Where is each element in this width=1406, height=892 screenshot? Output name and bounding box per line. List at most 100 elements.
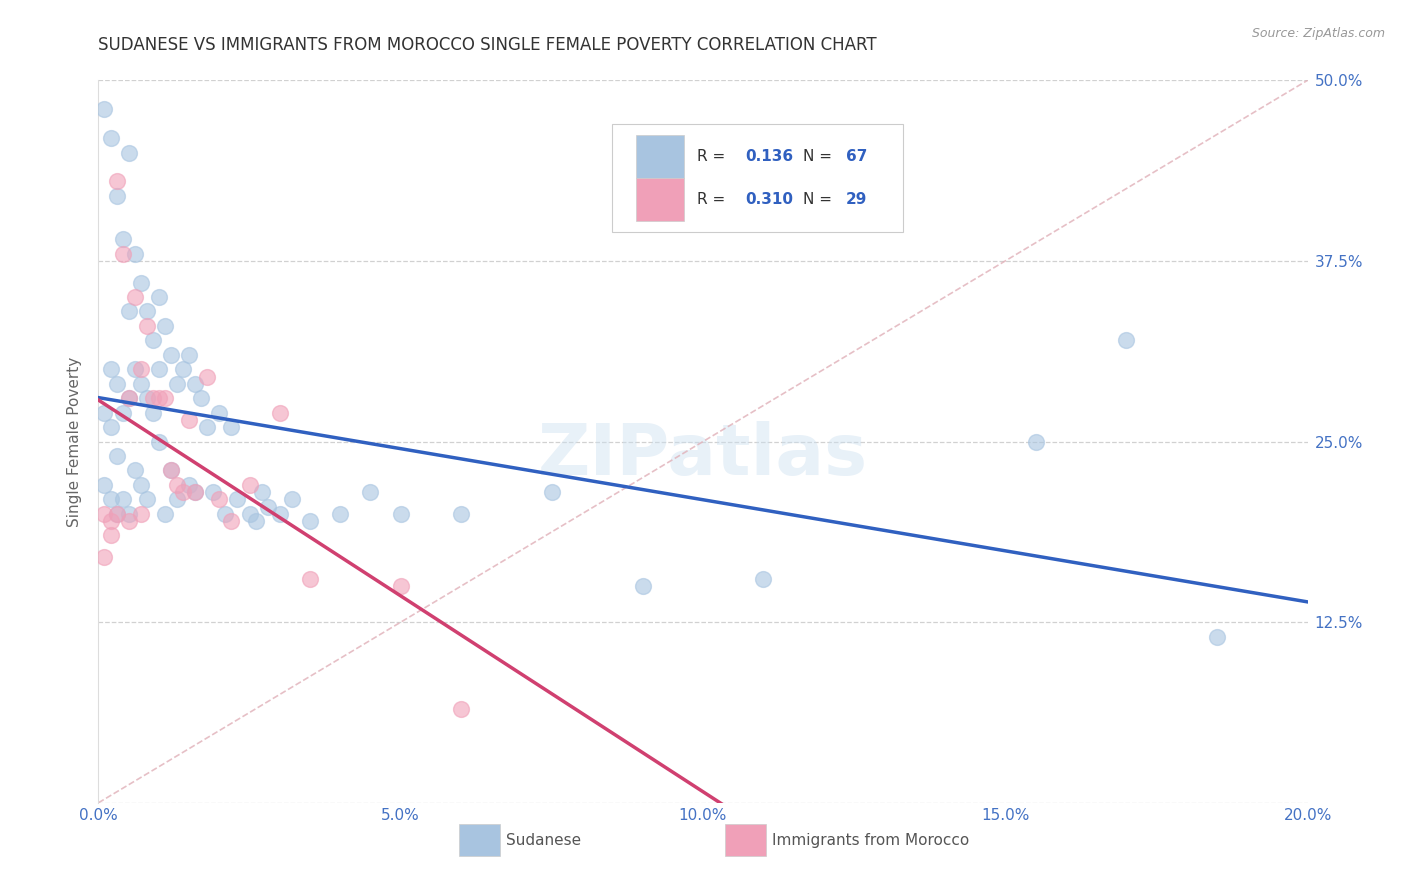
Point [752,572,775,586]
Point [239,507,262,521]
FancyBboxPatch shape [724,824,766,856]
Point [245,514,267,528]
Text: Source: ZipAtlas.com: Source: ZipAtlas.com [1251,27,1385,40]
Point [129,376,152,391]
Point [105,507,128,521]
Point [179,478,201,492]
Point [208,492,231,507]
Point [172,485,194,500]
Point [118,145,141,160]
Point [129,276,152,290]
Point [129,362,152,376]
Point [100,362,122,376]
Point [160,348,183,362]
FancyBboxPatch shape [458,824,501,856]
Point [153,507,176,521]
Point [166,478,188,492]
Point [153,318,176,333]
Point [202,485,225,500]
Point [105,376,128,391]
Point [105,449,128,463]
Point [118,391,141,405]
Point [124,246,146,260]
Point [148,362,170,376]
Point [142,391,165,405]
Point [184,376,207,391]
Point [100,131,122,145]
Point [142,334,165,348]
FancyBboxPatch shape [613,124,903,232]
Point [100,528,122,542]
Point [129,507,152,521]
Point [148,391,170,405]
Point [239,478,262,492]
Point [111,246,134,260]
Point [135,391,157,405]
Point [208,406,231,420]
Text: ZIPatlas: ZIPatlas [538,422,868,491]
Point [160,463,183,477]
Point [195,369,218,384]
Point [221,420,243,434]
Point [118,391,141,405]
Point [281,492,304,507]
Point [111,406,134,420]
Point [100,420,122,434]
Text: R =: R = [697,149,730,164]
Point [329,507,352,521]
Text: R =: R = [697,192,730,207]
Point [93,478,115,492]
Point [118,304,141,318]
Point [93,507,115,521]
Text: 67: 67 [845,149,868,164]
Point [299,572,322,586]
Point [450,507,472,521]
Point [195,420,218,434]
Point [214,507,236,521]
Point [389,579,412,593]
Point [166,492,188,507]
Point [124,463,146,477]
Point [111,232,134,246]
Point [118,507,141,521]
Point [269,507,291,521]
Text: Sudanese: Sudanese [506,833,581,848]
Point [389,507,412,521]
Point [93,102,115,116]
Point [190,391,212,405]
Point [226,492,249,507]
Point [1024,434,1046,449]
Point [111,492,134,507]
Point [105,507,128,521]
Point [124,362,146,376]
Point [631,579,654,593]
Point [179,413,201,427]
Point [269,406,291,420]
Text: 0.310: 0.310 [745,192,793,207]
Point [93,406,115,420]
Text: N =: N = [803,149,837,164]
Point [184,485,207,500]
Point [160,463,183,477]
Point [221,514,243,528]
Point [184,485,207,500]
Point [250,485,273,500]
Point [148,434,170,449]
Text: 29: 29 [845,192,868,207]
Point [135,304,157,318]
Point [105,174,128,188]
Point [166,376,188,391]
Point [135,492,157,507]
Text: N =: N = [803,192,837,207]
Text: Immigrants from Morocco: Immigrants from Morocco [772,833,969,848]
Point [1206,630,1229,644]
Point [256,500,278,514]
Point [540,485,562,500]
Text: 0.136: 0.136 [745,149,793,164]
Point [118,514,141,528]
Point [105,189,128,203]
Point [124,290,146,304]
Point [153,391,176,405]
Point [172,362,194,376]
Point [148,290,170,304]
